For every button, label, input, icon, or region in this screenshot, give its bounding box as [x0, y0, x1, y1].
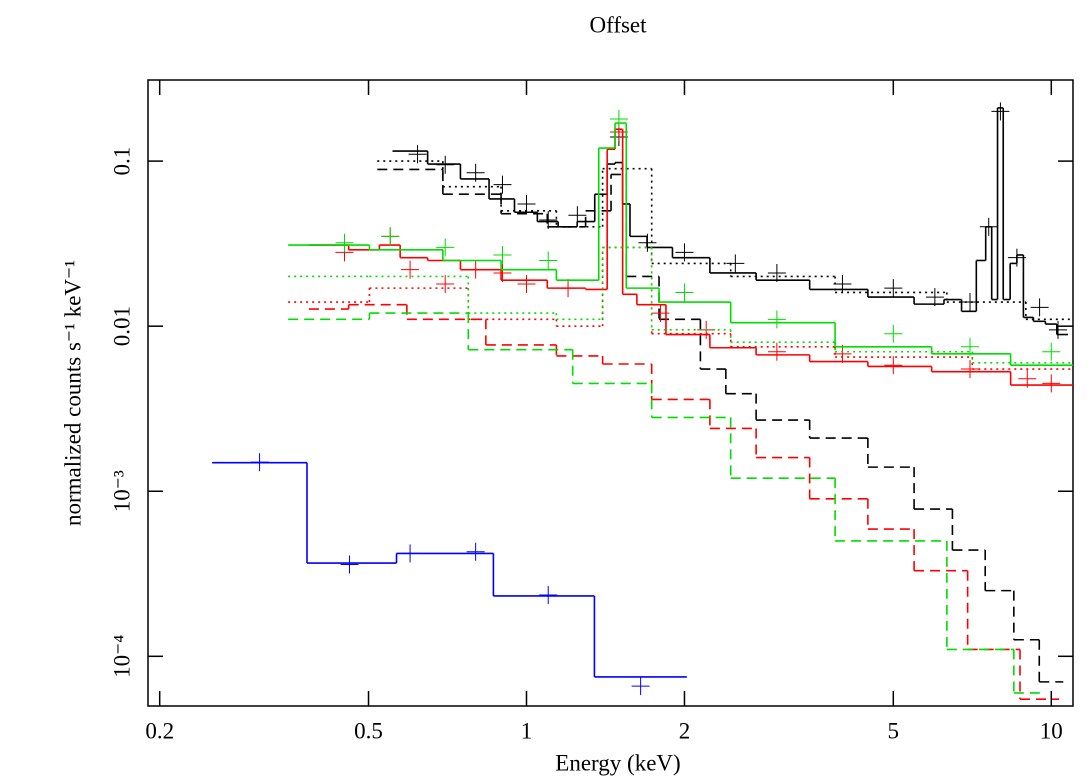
y-tick-label: 10⁻³	[109, 470, 134, 512]
data-point	[340, 555, 359, 574]
data-point	[631, 677, 650, 696]
data-point	[833, 344, 852, 363]
y-tick-label: 0.1	[109, 147, 134, 176]
data-point	[466, 260, 485, 279]
data-point	[539, 210, 558, 229]
data-point	[1042, 374, 1061, 393]
data-point	[960, 337, 979, 356]
x-tick-label: 1	[521, 718, 533, 743]
data-point	[979, 217, 998, 236]
data-point	[675, 283, 694, 302]
data-point	[884, 324, 903, 343]
data-point	[1030, 298, 1049, 317]
data-point	[767, 342, 786, 361]
data-point	[568, 206, 587, 225]
data-point	[1049, 320, 1068, 339]
data-point	[884, 279, 903, 298]
data-point	[559, 279, 578, 298]
y-axis-label: normalized counts s⁻¹ keV⁻¹	[60, 260, 85, 526]
data-point	[726, 254, 745, 273]
data-point	[401, 544, 420, 563]
data-point	[493, 263, 512, 282]
data-point	[925, 288, 944, 307]
data-point	[609, 109, 628, 128]
data-point	[884, 356, 903, 375]
data-point	[335, 233, 354, 252]
data-point	[401, 260, 420, 279]
x-tick-label: 2	[679, 718, 691, 743]
x-tick-label: 10	[1040, 718, 1063, 743]
data-point	[1018, 369, 1037, 388]
chart-title: Offset	[589, 12, 647, 37]
data-point	[767, 310, 786, 329]
x-tick-label: 0.5	[354, 718, 383, 743]
x-tick-label: 0.2	[145, 718, 174, 743]
plot-frame	[147, 79, 1074, 707]
y-tick-label: 0.01	[109, 306, 134, 346]
y-tick-label: 10⁻⁴	[109, 635, 134, 678]
data-point	[991, 102, 1010, 121]
data-point	[638, 233, 657, 252]
data-point	[436, 275, 455, 294]
data-point	[1007, 248, 1026, 267]
data-point	[381, 227, 400, 246]
x-tick-label: 5	[888, 718, 900, 743]
data-point	[493, 245, 512, 264]
data-point	[960, 293, 979, 312]
data-point	[466, 542, 485, 561]
data-point	[250, 453, 269, 472]
data-point	[466, 163, 485, 182]
data-point	[517, 194, 536, 213]
data-point	[517, 275, 536, 294]
data-point	[436, 238, 455, 257]
data-point	[539, 586, 558, 605]
data-point	[436, 155, 455, 174]
data-point	[675, 243, 694, 262]
data-point	[408, 145, 427, 164]
x-axis-label: Energy (keV)	[555, 750, 680, 775]
data-point	[960, 360, 979, 379]
data-point	[651, 304, 670, 323]
data-point	[1042, 342, 1061, 361]
data-point	[493, 175, 512, 194]
plot-area	[212, 102, 1073, 700]
data-point	[833, 275, 852, 294]
data-point	[767, 263, 786, 282]
data-point	[539, 251, 558, 270]
